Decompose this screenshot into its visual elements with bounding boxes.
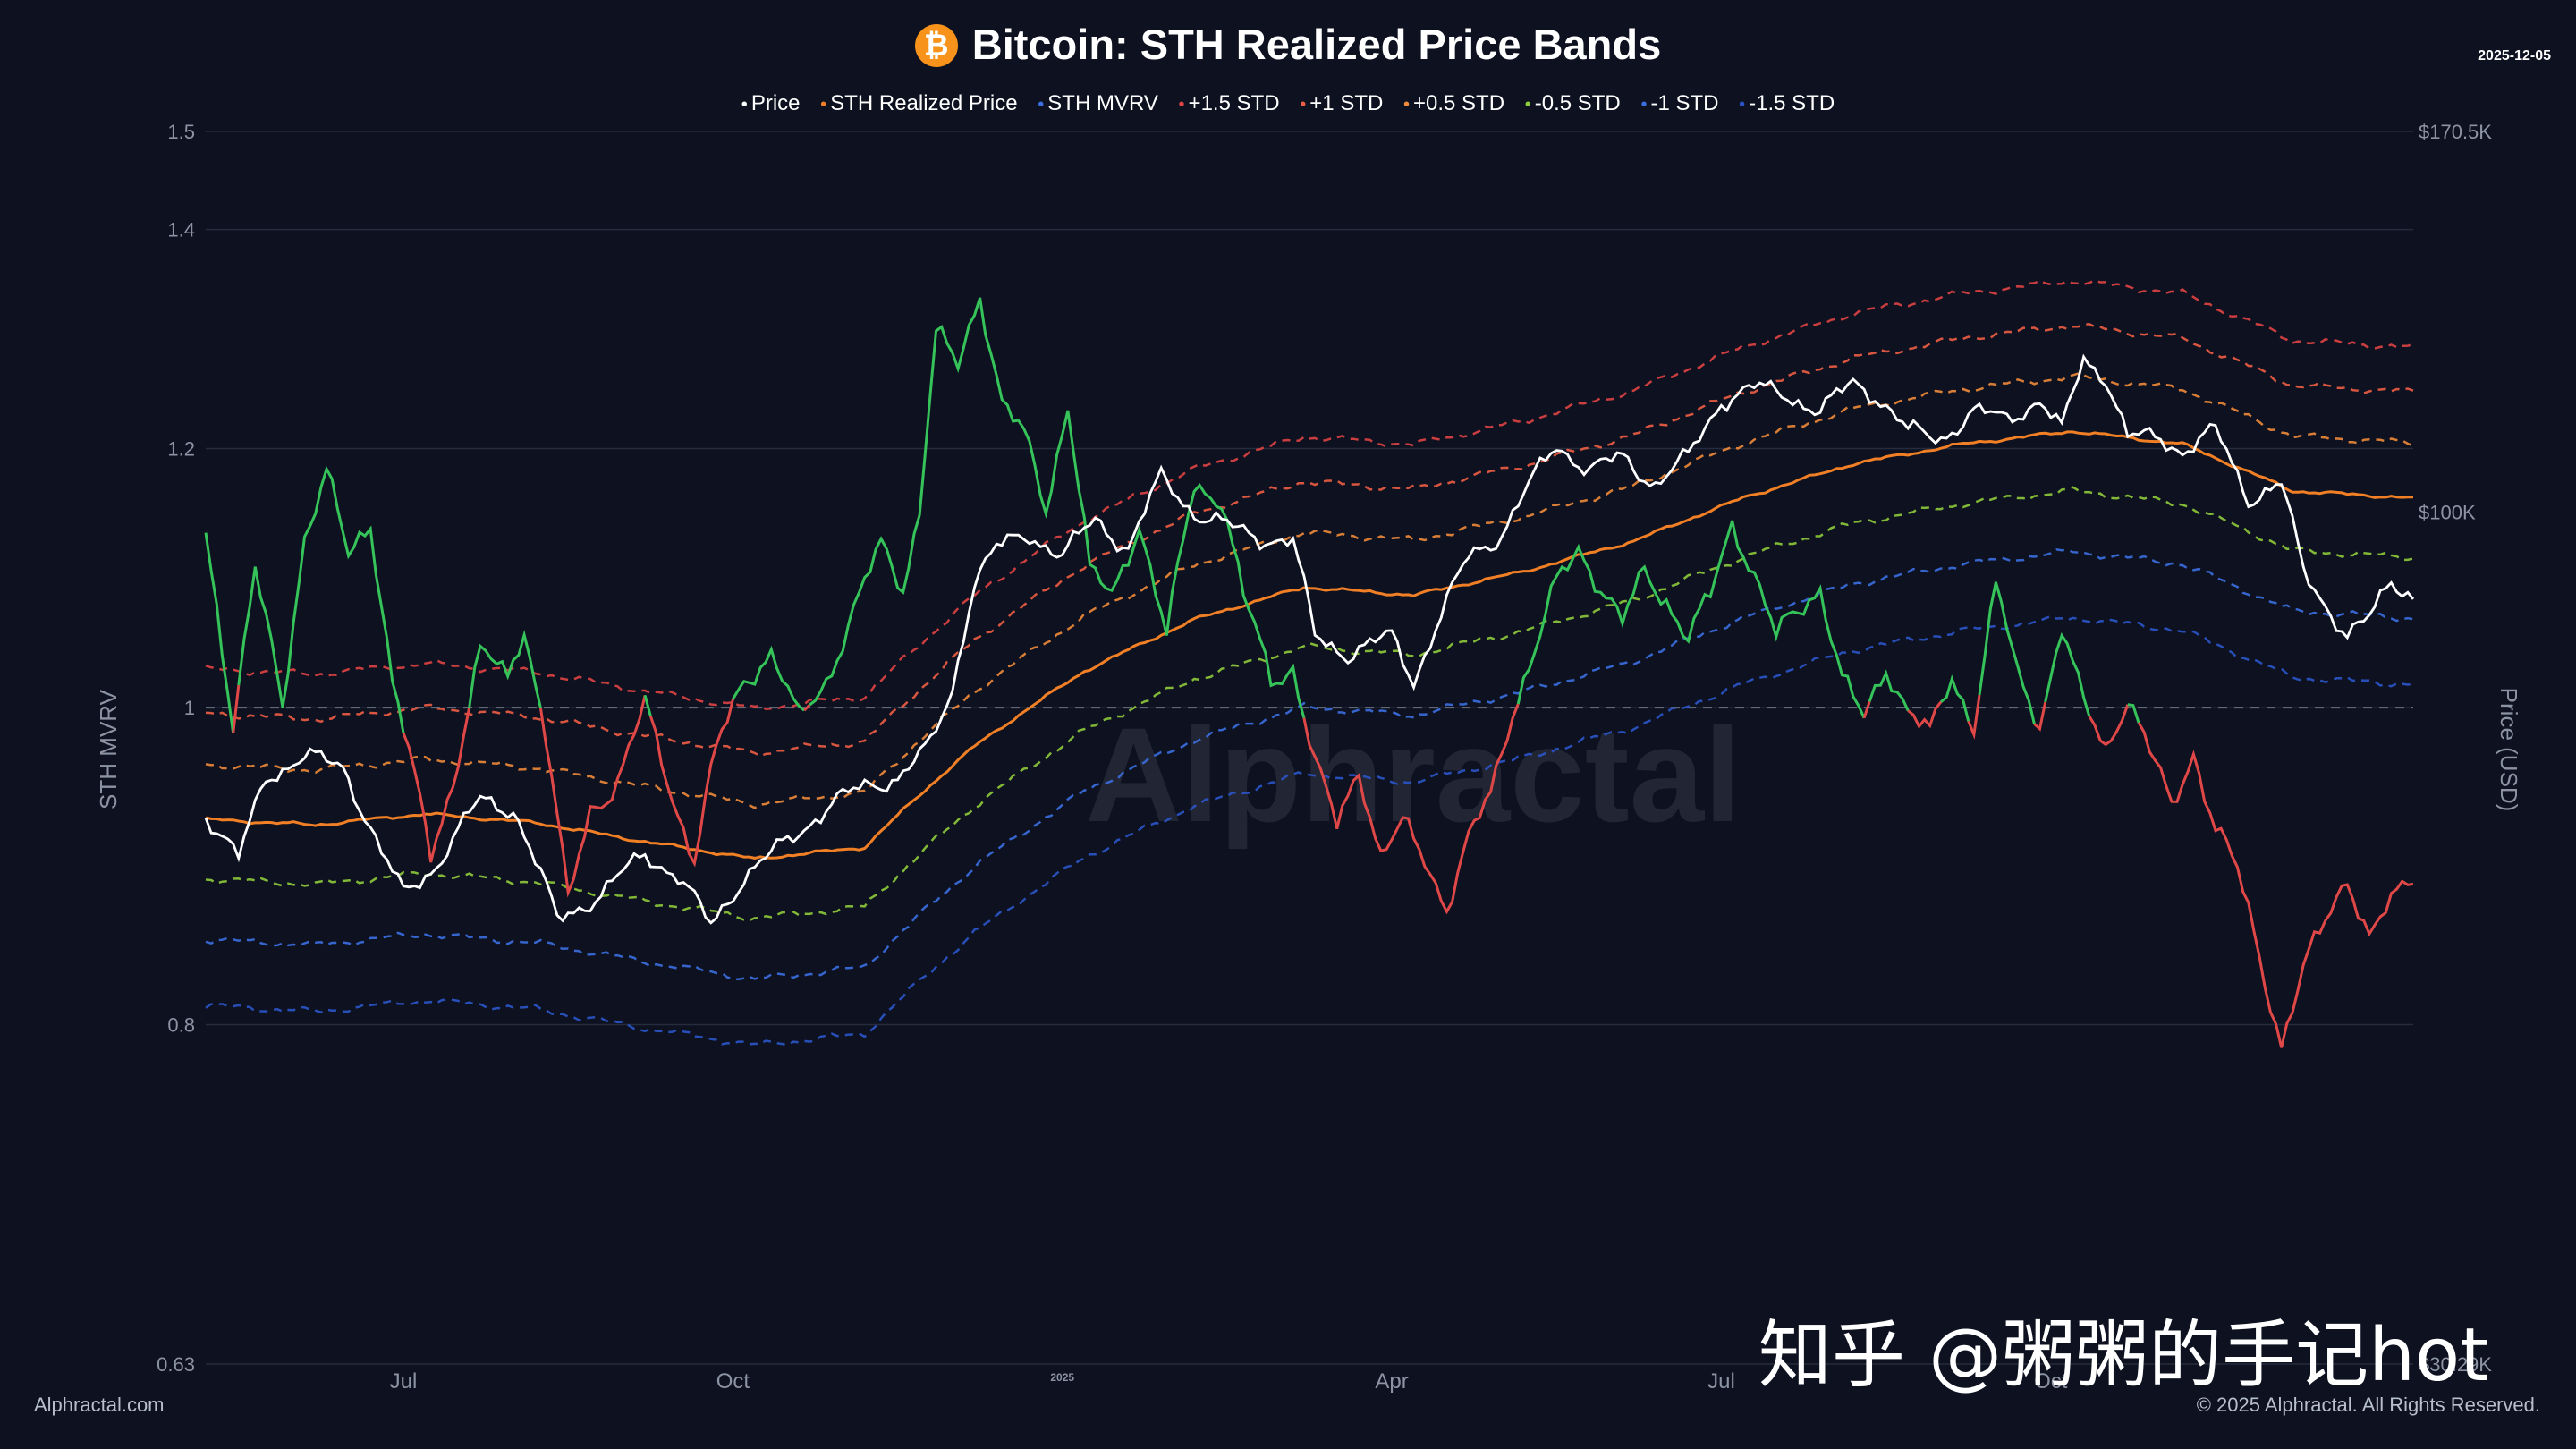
sth-mvrv-segment	[237, 465, 405, 733]
sth-mvrv-segment	[468, 629, 542, 709]
legend-item-sth-mvrv[interactable]: • STH MVRV	[1038, 91, 1158, 115]
y-left-tick-label: 0.8	[167, 1014, 195, 1037]
btc-price-line	[204, 353, 2415, 925]
sth-mvrv-segment	[1302, 703, 1520, 915]
sth-mvrv-segment	[1907, 700, 1943, 729]
sth-mvrv-segment	[1967, 694, 1981, 741]
y-left-tick-label: 1.5	[167, 121, 195, 143]
x-tick-label: Apr	[1375, 1369, 1408, 1394]
legend-item-minus-0-5-std[interactable]: • -0.5 STD	[1524, 91, 1621, 115]
legend: • Price • STH Realized Price • STH MVRV • +1…	[0, 91, 2576, 116]
y-left-tick-label: 1.4	[167, 219, 195, 242]
x-tick-label: 2025	[1050, 1371, 1074, 1384]
bitcoin-logo-icon: ₿	[914, 24, 958, 67]
sth-mvrv-segment	[2044, 632, 2091, 717]
sth-realized-price-line	[205, 430, 2413, 860]
chart-title-text: Bitcoin: STH Realized Price Bands	[971, 21, 1662, 68]
sth-mvrv-segment	[803, 703, 811, 712]
sth-mvrv-segment	[539, 694, 647, 898]
y-left-tick-label: 0.63	[157, 1353, 195, 1376]
sth-mvrv-segment	[809, 297, 1306, 719]
y-left-axis-title: STH MVRV	[95, 689, 122, 809]
footer-site[interactable]: Alphractal.com	[34, 1394, 165, 1416]
sth-mvrv-segment	[232, 684, 241, 733]
std-band--0-5-std	[205, 372, 2414, 809]
y-right-tick-label: $100K	[2419, 502, 2476, 524]
x-tick-label: Oct	[2034, 1369, 2068, 1394]
sth-mvrv-segment	[2127, 703, 2140, 724]
legend-item-plus-1-5-std[interactable]: • +1.5 STD	[1178, 91, 1280, 115]
std-band--1-5-std	[205, 614, 2414, 1046]
sth-mvrv-segment	[2088, 704, 2130, 747]
sth-mvrv-segment	[732, 645, 806, 712]
std-band--0-5-std	[205, 486, 2414, 922]
report-date: 2025-12-05	[2478, 48, 2551, 64]
chart-title: ₿ Bitcoin: STH Realized Price Bands	[0, 20, 2576, 69]
sth-mvrv-segment	[1862, 700, 1871, 719]
sth-mvrv-segment	[643, 694, 652, 716]
x-tick-label: Oct	[716, 1369, 750, 1394]
std-band--1-std	[205, 323, 2414, 758]
alphractal-watermark: Alphractal	[1085, 699, 1741, 850]
legend-item-minus-1-5-std[interactable]: • -1.5 STD	[1739, 91, 1835, 115]
legend-item-price[interactable]: • Price	[741, 91, 801, 115]
legend-item-plus-0-5-std[interactable]: • +0.5 STD	[1402, 91, 1505, 115]
std-band--1-std	[205, 547, 2414, 981]
sth-mvrv-segment	[1978, 581, 2036, 724]
sth-mvrv-segment	[1516, 520, 1866, 719]
zhihu-watermark: 知乎 @粥粥的手记hot	[1758, 1313, 2489, 1398]
sth-mvrv-segment	[2137, 722, 2414, 1048]
sth-mvrv-segment	[204, 532, 235, 734]
sth-mvrv-segment	[402, 707, 471, 863]
legend-item-minus-1-std[interactable]: • -1 STD	[1640, 91, 1719, 115]
x-tick-label: Jul	[390, 1369, 418, 1394]
y-right-tick-label: $170.5K	[2419, 121, 2492, 143]
y-right-tick-label: $30.29K	[2419, 1353, 2492, 1376]
sth-mvrv-segment	[1940, 674, 1970, 722]
legend-item-sth-realized-price[interactable]: • STH Realized Price	[820, 91, 1018, 115]
sth-mvrv-segment	[648, 699, 734, 868]
x-tick-label: Jul	[1707, 1369, 1735, 1394]
y-left-tick-label: 1.2	[167, 437, 195, 460]
std-band--1-5-std	[205, 279, 2414, 710]
sth-mvrv-segment	[2033, 701, 2047, 732]
y-right-axis-title: Price (USD)	[2496, 688, 2522, 812]
footer-copyright: © 2025 Alphractal. All Rights Reserved.	[2196, 1394, 2540, 1416]
y-left-tick-label: 1	[184, 697, 195, 719]
legend-item-plus-1-std[interactable]: • +1 STD	[1300, 91, 1384, 115]
sth-mvrv-segment	[1868, 669, 1910, 712]
